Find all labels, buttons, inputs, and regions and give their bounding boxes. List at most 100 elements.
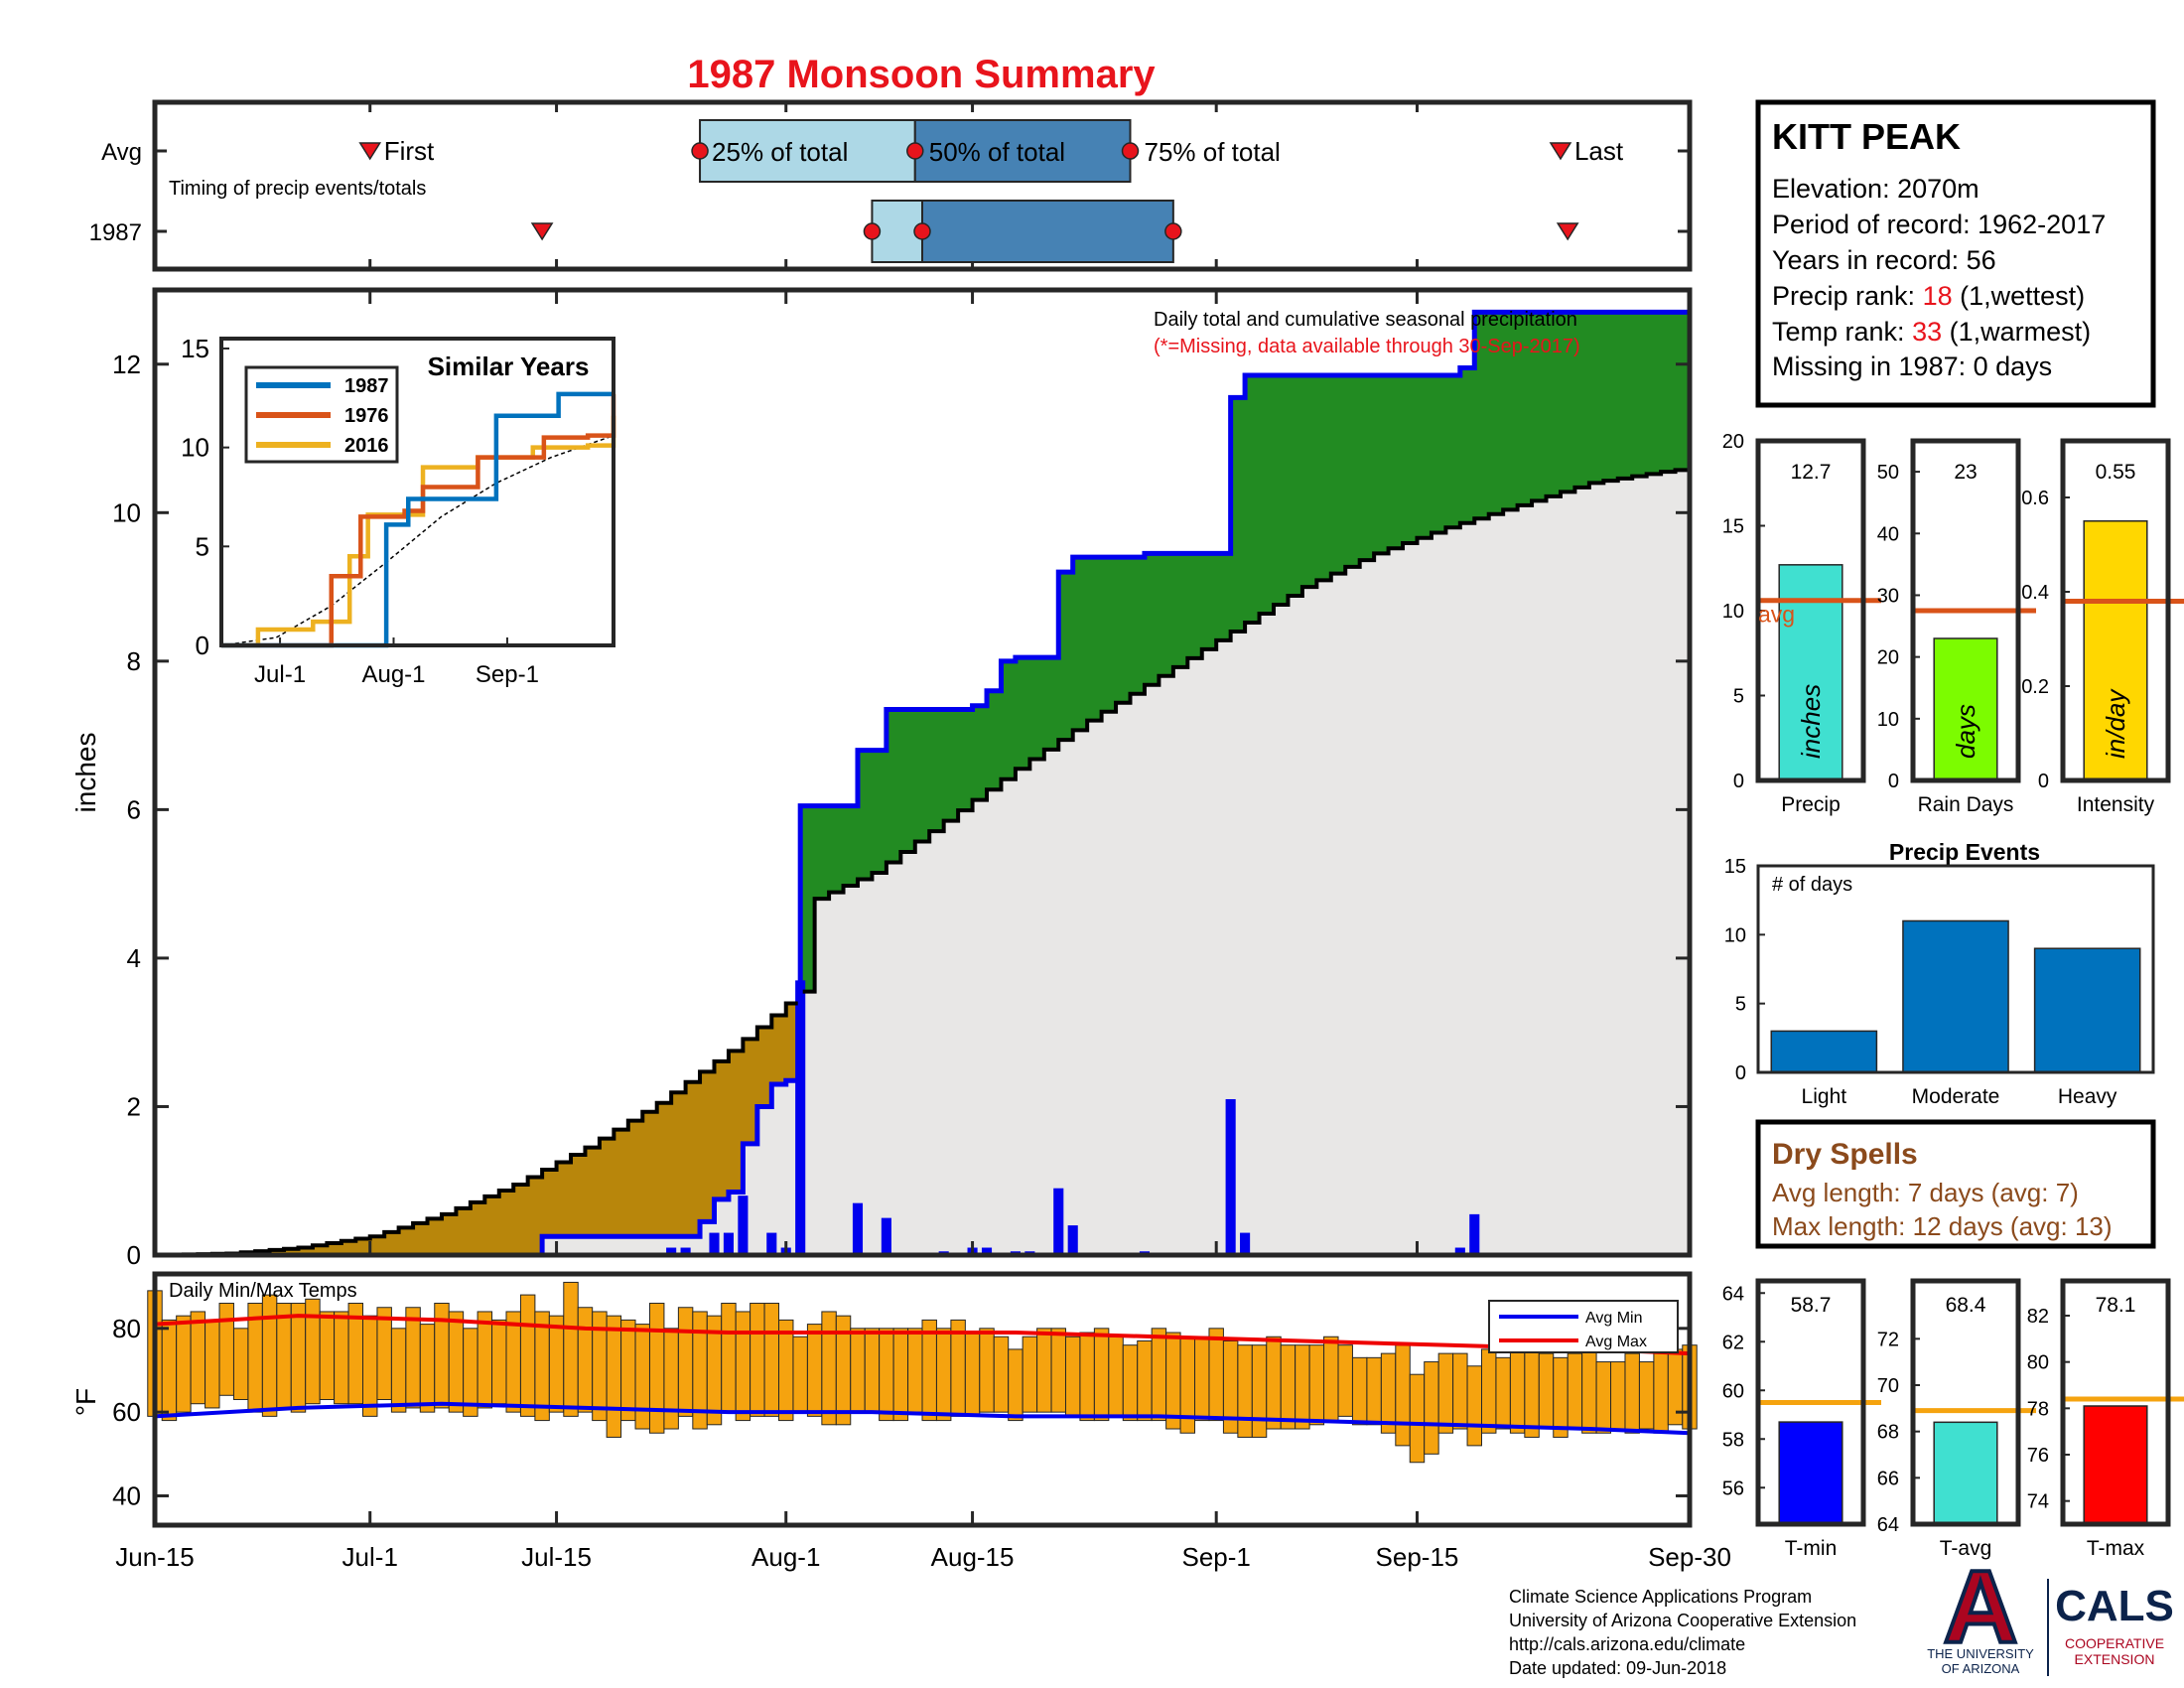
daily-temp-bar — [1437, 1352, 1454, 1434]
daily-temp-bar — [1395, 1344, 1411, 1447]
main-ylabel: inches — [70, 733, 101, 813]
temp-summary-bar — [2083, 1405, 2148, 1525]
year-p50-p75-box — [921, 200, 1174, 263]
temp-summary-y-tick-label: 60 — [1722, 1380, 1744, 1402]
daily-temp-bar — [721, 1303, 737, 1413]
date-tick-label: Sep-30 — [1648, 1542, 1731, 1572]
avg-cumulative-area — [155, 468, 1690, 1255]
temp-summary-y-tick-label: 58 — [1722, 1429, 1744, 1451]
summary-frame — [2060, 438, 2171, 783]
temp-summary-value-label: 58.7 — [1791, 1294, 1832, 1317]
temp-summary-y-tick-label: 64 — [1877, 1514, 1899, 1536]
temp-chart: 40 60 80 Daily Min/Max Temps °F Avg Min Av… — [70, 1271, 1698, 1528]
daily-temp-bar — [1424, 1361, 1439, 1455]
date-axis: Jun-15 Jul-1 Jul-15 Aug-1 Aug-15 Sep-1 Sep-15 S… — [115, 1542, 1731, 1572]
daily-precip-bar — [1240, 1232, 1251, 1255]
daily-temp-bar — [778, 1319, 794, 1422]
legend-label-avg-min: Avg Min — [1585, 1310, 1643, 1327]
daily-precip-bar — [981, 1247, 993, 1255]
event-category-label: Light — [1802, 1085, 1847, 1108]
timing-subtitle: Timing of precip events/totals — [169, 178, 426, 200]
daily-precip-bar — [795, 980, 806, 1255]
ua-logo: A THE UNIVERSITY OF ARIZONA — [1927, 1548, 2034, 1676]
daily-precip-bar — [723, 1232, 735, 1255]
daily-temp-bar — [1553, 1356, 1569, 1438]
daily-temp-bar — [921, 1319, 937, 1422]
event-bar-moderate — [1902, 919, 2009, 1073]
summary-unit-label: in/day — [2101, 688, 2130, 759]
main-y-tick-label: 8 — [127, 646, 141, 676]
summary-y-tick-label: 0.4 — [2021, 582, 2049, 604]
daily-temp-bar — [1036, 1328, 1052, 1413]
daily-temp-bar — [993, 1336, 1010, 1413]
inset-y-tick-label: 10 — [181, 433, 209, 463]
temp-summary-y-tick-label: 66 — [1877, 1468, 1899, 1489]
date-tick-label: Jul-1 — [342, 1542, 398, 1572]
daily-temp-bar — [1337, 1344, 1353, 1417]
year-p25-marker — [863, 222, 882, 240]
main-plot-area — [155, 309, 1692, 1258]
dry-spells-box — [1755, 1119, 2156, 1249]
summary-category-label: Rain Days — [1918, 793, 2014, 816]
temp-summary-value-label: 68.4 — [1946, 1294, 1986, 1317]
daily-temp-bar — [491, 1319, 507, 1405]
daily-temp-bar — [1280, 1344, 1297, 1430]
daily-temp-bar — [1151, 1328, 1167, 1422]
temp-summary-bar — [1778, 1421, 1843, 1525]
daily-temp-bar — [261, 1294, 278, 1417]
summary-category-label: Precip — [1781, 793, 1841, 816]
daily-temp-bar — [806, 1324, 823, 1417]
main-y-tick-label: 12 — [112, 350, 141, 379]
main-y-ticks: 0 2 4 6 8 10 12 — [112, 290, 1692, 1270]
temp-title: Daily Min/Max Temps — [169, 1280, 357, 1302]
inset-y-tick-label: 0 — [196, 631, 209, 660]
main-note: Daily total and cumulative seasonal prec… — [1154, 309, 1577, 331]
year-cumulative-line — [155, 309, 1690, 1258]
avg-first-marker — [358, 142, 382, 161]
year-first-marker — [530, 222, 554, 241]
temp-summary-frame — [2060, 1278, 2171, 1527]
events-frame — [1756, 864, 2155, 1074]
temp-plot-area: 40 60 80 — [112, 1281, 1698, 1525]
main-y-tick-label: 0 — [127, 1240, 141, 1270]
temp-y-tick-label: 60 — [112, 1397, 141, 1427]
events-plot-area: Light Moderate Heavy 0 5 10 15 — [1724, 856, 2141, 1108]
daily-temp-bar — [1581, 1344, 1597, 1434]
temp-summary-t-min: 58.7 T-min 56 58 60 62 64 — [1722, 1278, 1881, 1560]
station-info-box — [1755, 99, 2156, 408]
daily-temp-bar — [334, 1311, 349, 1405]
footer-line-2: University of Arizona Cooperative Extens… — [1509, 1611, 1856, 1630]
daily-temp-bar — [1022, 1336, 1038, 1413]
legend-label-2016: 2016 — [344, 435, 389, 457]
daily-precip-bar — [1469, 1213, 1480, 1255]
dry-spells-max: Max length: 12 days (avg: 13) — [1772, 1211, 2113, 1241]
events-y-tick-label: 0 — [1735, 1062, 1746, 1084]
avg-p25-p50-box — [699, 119, 916, 183]
summary-value-label: 0.55 — [2096, 461, 2136, 484]
summary-bar — [1933, 637, 1998, 781]
missing-days: Missing in 1987: 0 days — [1772, 352, 2052, 381]
temp-summary-value-label: 78.1 — [2096, 1294, 2136, 1317]
daily-temp-bar — [1610, 1361, 1626, 1430]
temp-y-tick-label: 80 — [112, 1314, 141, 1343]
p25-label: 25% of total — [712, 137, 848, 167]
daily-temp-bar — [1137, 1339, 1153, 1422]
page-title: 1987 Monsoon Summary — [687, 53, 1156, 96]
timing-row-label-year: 1987 — [89, 219, 142, 246]
inset-x-tick-label: Sep-1 — [476, 661, 539, 688]
daily-temp-bar — [750, 1303, 765, 1417]
ua-line-2: OF ARIZONA — [1942, 1661, 2020, 1676]
summary-unit-label: days — [1951, 704, 1980, 759]
temp-rank: Temp rank: 33 (1,warmest) — [1772, 317, 2091, 347]
temp-legend: Avg Min Avg Max — [1488, 1300, 1679, 1353]
daily-temp-bar — [218, 1303, 234, 1396]
summary-y-tick-label: 10 — [1877, 709, 1899, 731]
temp-summary-category-label: T-avg — [1940, 1537, 1992, 1560]
temp-rank-note: (1,warmest) — [1942, 317, 2091, 347]
daily-precip-bar — [738, 1196, 749, 1255]
cals-line-2: EXTENSION — [2075, 1651, 2155, 1667]
avg-last-marker — [1549, 142, 1572, 161]
daily-temp-bar — [1538, 1352, 1555, 1430]
precip-rank: Precip rank: 18 (1,wettest) — [1772, 281, 2085, 311]
